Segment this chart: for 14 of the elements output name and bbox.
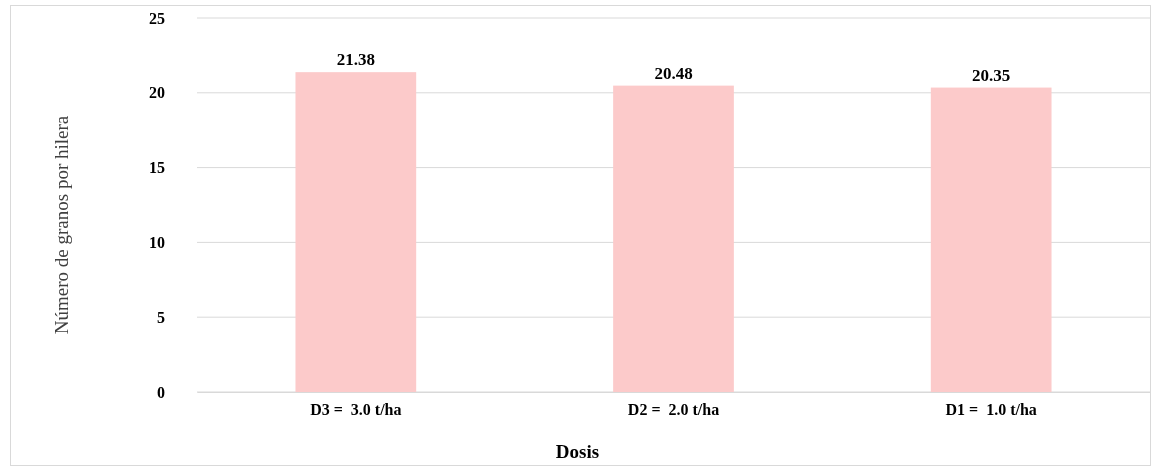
x-tick-label: D2 = 2.0 t/ha	[627, 401, 720, 419]
y-axis-title: Número de granos por hilera	[51, 115, 72, 335]
y-tick-label: 20	[149, 84, 165, 102]
x-tick-label: D3 = 3.0 t/ha	[310, 401, 402, 419]
x-axis-title: Dosis	[555, 441, 600, 462]
data-label: 20.35	[972, 65, 1011, 85]
y-tick-label: 25	[149, 9, 165, 27]
y-tick-label: 0	[157, 383, 165, 401]
data-label: 21.38	[336, 50, 375, 70]
data-label: 20.48	[654, 63, 693, 83]
y-tick-label: 10	[149, 234, 165, 252]
y-tick-label: 15	[149, 159, 165, 177]
x-tick-label: D1 = 1.0 t/ha	[945, 401, 1037, 419]
y-tick-label: 5	[157, 308, 165, 326]
